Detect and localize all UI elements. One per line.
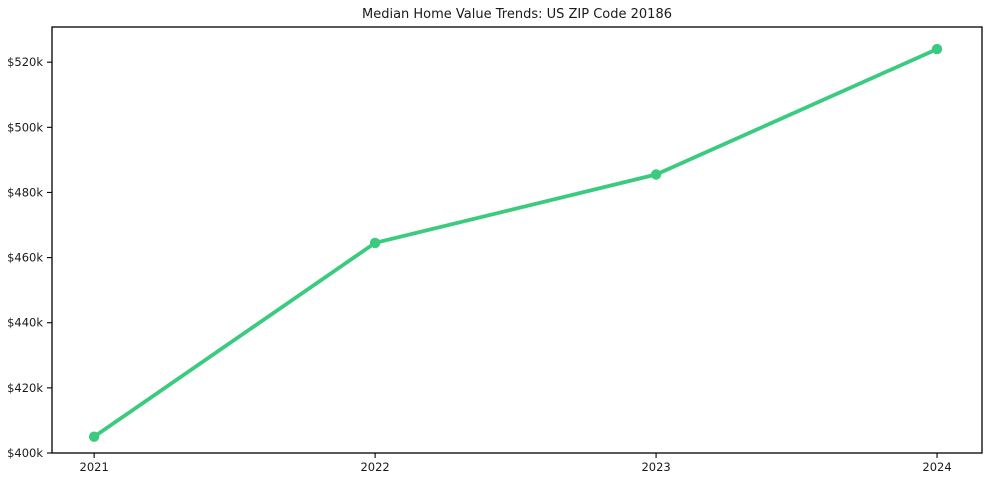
y-tick-label: $460k (7, 251, 43, 265)
y-tick-label: $500k (7, 120, 43, 134)
data-point-marker (650, 169, 662, 180)
x-tick-label: 2023 (641, 460, 670, 474)
plot-frame (51, 26, 983, 454)
data-point-marker (88, 431, 100, 442)
x-tick-label: 2022 (360, 460, 389, 474)
y-tick-label: $520k (7, 55, 43, 69)
data-point-marker (369, 237, 381, 249)
y-tick-label: $400k (7, 446, 43, 460)
x-tick-label: 2024 (922, 460, 951, 474)
y-tick-label: $420k (7, 381, 43, 395)
trend-line (92, 47, 939, 439)
chart-title: Median Home Value Trends: US ZIP Code 20… (361, 7, 672, 22)
x-tick-label: 2021 (80, 460, 109, 474)
data-point-marker (931, 43, 943, 55)
y-tick-label: $440k (7, 316, 43, 330)
y-tick-label: $480k (7, 185, 43, 199)
